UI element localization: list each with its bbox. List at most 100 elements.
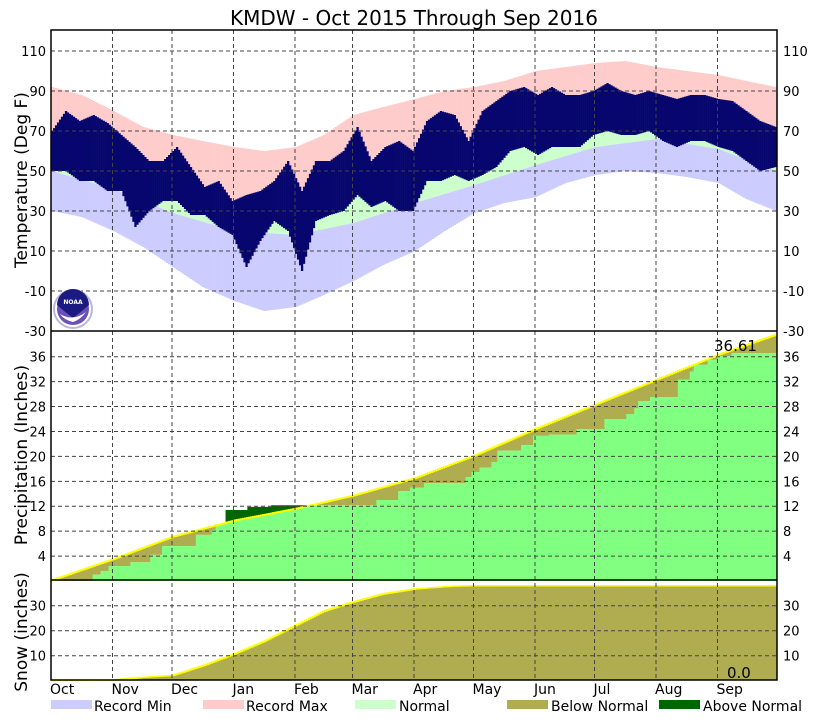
record-min-bar <box>94 183 97 224</box>
observed-temp-bar <box>328 161 331 215</box>
observed-temp-bar <box>136 149 139 225</box>
temp-tick-label: -30 <box>25 325 46 340</box>
record-min-bar <box>525 168 528 199</box>
record-max-bar <box>261 150 264 207</box>
record-max-bar <box>148 128 151 174</box>
record-min-bar <box>148 203 151 251</box>
legend-label-normal: Normal <box>399 699 450 715</box>
observed-temp-bar <box>515 89 518 150</box>
observed-temp-bar <box>104 121 107 190</box>
record-min-bar <box>56 172 60 213</box>
record-max-bar <box>477 86 480 142</box>
observed-temp-bar <box>586 92 589 141</box>
record-max-bar <box>298 145 302 208</box>
record-max-bar <box>415 98 419 167</box>
observed-temp-bar <box>691 95 694 141</box>
observed-temp-bar <box>461 129 464 179</box>
precip-tick-label: 36 <box>29 351 46 366</box>
record-max-bar <box>721 75 724 113</box>
record-min-bar <box>481 182 484 211</box>
observed-temp-bar <box>497 99 500 165</box>
observed-temp-bar <box>675 99 679 147</box>
record-min-bar <box>199 221 203 286</box>
record-min-bar <box>106 187 109 229</box>
observed-temp-bar <box>703 95 706 141</box>
temp-tick-label: 30 <box>783 205 800 220</box>
observed-temp-bar <box>620 91 623 135</box>
record-min-bar <box>507 174 510 203</box>
record-min-bar <box>665 140 669 175</box>
observed-temp-bar <box>709 96 712 144</box>
record-max-bar <box>590 63 593 107</box>
record-max-bar <box>306 141 310 206</box>
observed-temp-bar <box>269 183 272 227</box>
observed-temp-bar <box>259 191 262 241</box>
record-min-bar <box>598 146 601 175</box>
record-max-bar <box>58 89 62 138</box>
record-min-bar <box>68 176 72 215</box>
record-max-bar <box>263 151 266 207</box>
legend-swatch-above-normal <box>659 700 700 709</box>
temp-tick-label: 70 <box>29 125 46 140</box>
record-min-bar <box>74 177 78 216</box>
record-max-bar <box>667 68 671 105</box>
record-min-bar <box>390 210 393 262</box>
record-max-bar <box>227 145 230 204</box>
record-min-bar <box>415 202 419 250</box>
record-min-bar <box>410 204 413 253</box>
record-max-bar <box>374 109 377 184</box>
record-max-bar <box>158 131 161 179</box>
record-max-bar <box>376 108 379 183</box>
normal-temp-bar <box>517 127 520 171</box>
record-max-bar <box>656 67 659 103</box>
record-min-bar <box>582 150 585 179</box>
record-max-bar <box>465 88 468 147</box>
record-max-bar <box>257 150 260 207</box>
observed-temp-bar <box>701 95 704 141</box>
record-min-bar <box>511 172 514 202</box>
observed-temp-bar <box>302 186 306 264</box>
temp-tick-label: 70 <box>783 125 800 140</box>
observed-temp-bar <box>110 126 113 191</box>
observed-temp-bar <box>376 155 379 205</box>
snow-tick-label: 30 <box>29 600 46 615</box>
observed-temp-bar <box>124 138 127 202</box>
record-min-bar <box>733 155 736 193</box>
precip-tick-label: 32 <box>783 376 800 391</box>
record-min-bar <box>447 192 451 229</box>
observed-temp-bar <box>479 115 482 176</box>
record-max-bar <box>749 81 752 123</box>
record-min-bar <box>334 226 337 290</box>
record-min-bar <box>273 233 276 310</box>
observed-temp-bar <box>648 91 651 131</box>
observed-temp-bar <box>52 128 56 171</box>
record-max-bar <box>203 141 207 196</box>
record-min-bar <box>84 180 88 219</box>
observed-temp-bar <box>414 146 417 207</box>
record-min-bar <box>431 197 435 239</box>
record-max-bar <box>412 99 415 168</box>
record-max-bar <box>673 69 677 106</box>
observed-temp-bar <box>693 95 696 141</box>
record-min-bar <box>223 228 226 297</box>
record-max-bar <box>259 150 262 207</box>
observed-temp-bar <box>606 83 609 131</box>
observed-temp-bar <box>439 111 443 181</box>
observed-temp-bar <box>469 136 472 181</box>
record-max-bar <box>759 83 762 126</box>
record-min-bar <box>350 223 353 282</box>
legend-swatch-below-normal <box>507 700 548 709</box>
record-min-bar <box>527 167 530 199</box>
record-max-bar <box>604 62 607 105</box>
record-max-bar <box>739 79 742 119</box>
observed-temp-bar <box>138 151 141 223</box>
record-max-bar <box>394 104 397 176</box>
record-min-bar <box>473 185 476 213</box>
record-max-bar <box>467 87 470 146</box>
observed-temp-bar <box>602 85 605 133</box>
record-min-bar <box>461 188 464 221</box>
observed-temp-bar <box>209 184 212 221</box>
observed-temp-bar <box>455 118 458 176</box>
temperature-axis-title: Temperature (Deg F) <box>12 92 32 269</box>
observed-temp-bar <box>398 141 401 211</box>
